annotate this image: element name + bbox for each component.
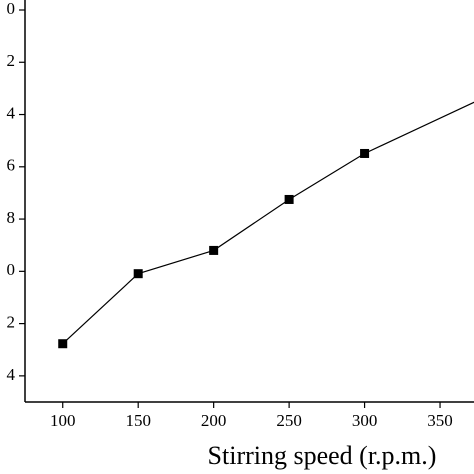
data-point — [360, 148, 370, 158]
x-tick-label: 250 — [276, 411, 302, 430]
y-tick-label: 8 — [7, 208, 16, 227]
x-tick-label: 100 — [50, 411, 76, 430]
y-tick-label: 2 — [7, 51, 16, 70]
data-point — [133, 269, 143, 279]
y-tick-label: 2 — [7, 313, 16, 332]
data-point — [209, 245, 219, 255]
plot-area — [58, 101, 474, 349]
y-tick-label: 4 — [7, 103, 16, 122]
x-tick-label: 150 — [125, 411, 151, 430]
data-point — [58, 339, 68, 349]
x-axis-label: Stirring speed (r.p.m.) — [208, 441, 437, 470]
y-tick-label: 0 — [7, 260, 16, 279]
data-point — [284, 194, 294, 204]
x-tick-label: 200 — [201, 411, 227, 430]
x-tick-label: 350 — [427, 411, 453, 430]
y-tick-label: 0 — [7, 0, 16, 18]
data-line — [62, 101, 474, 345]
y-tick-label: 4 — [7, 365, 16, 384]
x-tick-label: 300 — [352, 411, 378, 430]
y-tick-label: 6 — [7, 156, 16, 175]
